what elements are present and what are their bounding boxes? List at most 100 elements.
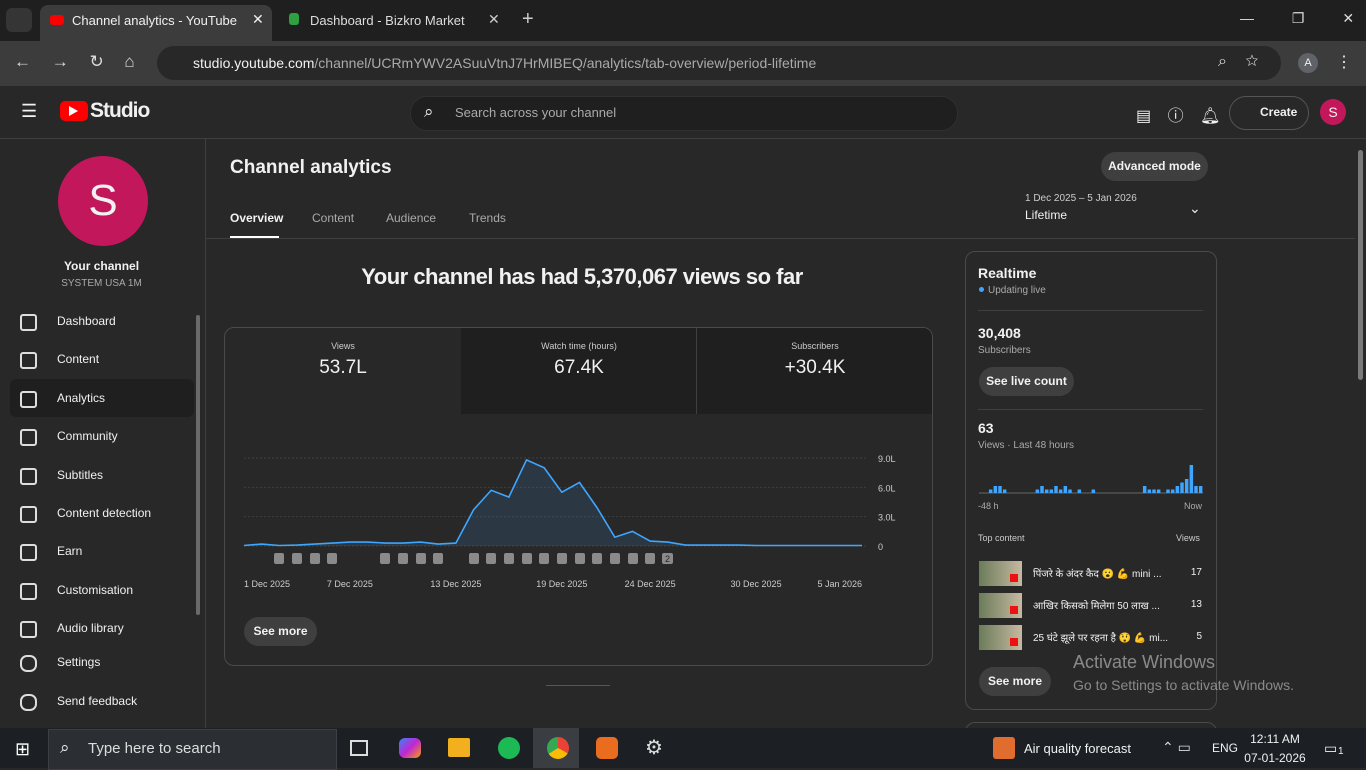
notification-icon[interactable]: ▭ xyxy=(1324,740,1338,756)
tray[interactable]: ⌃ ▭ xyxy=(1162,739,1191,755)
channel-name: Your channel xyxy=(63,259,140,273)
taskbar-search-text: Type here to search xyxy=(88,740,221,757)
realtime-card xyxy=(965,251,1217,710)
app[interactable] xyxy=(448,738,470,757)
nav-item[interactable]: Subtitles xyxy=(57,468,104,482)
subscribers-label: Subscribers xyxy=(978,345,1031,356)
divider xyxy=(978,310,1203,311)
create-label: Create xyxy=(1260,105,1298,119)
app[interactable] xyxy=(399,738,421,758)
window-controls[interactable]: — ❐ ✕ xyxy=(1240,10,1355,26)
chart-card xyxy=(224,327,933,666)
address-bar[interactable] xyxy=(157,46,1281,80)
profile[interactable]: A xyxy=(1298,53,1318,73)
clock-date[interactable]: 07-01-2026 xyxy=(1244,751,1306,765)
app[interactable] xyxy=(547,737,569,759)
metric-value[interactable]: 53.7L xyxy=(319,357,367,378)
top-title[interactable]: 25 घंटे झूले पर रहना है 😲 💪 mi... xyxy=(1033,633,1169,644)
app[interactable] xyxy=(498,737,520,759)
taskbar-apps[interactable]: ⚙ xyxy=(350,728,680,768)
clock-time[interactable]: 12:11 AM xyxy=(1250,732,1300,746)
new-tab[interactable]: + xyxy=(522,8,534,30)
top-views: 17 xyxy=(1190,567,1202,578)
nav-item[interactable]: Earn xyxy=(57,544,83,558)
hamburger[interactable]: ☰ xyxy=(21,101,38,121)
language[interactable]: ENG xyxy=(1212,741,1239,755)
nav-item[interactable]: Content detection xyxy=(57,506,152,520)
start-button[interactable]: ⊞ xyxy=(15,739,31,759)
chart-see-more[interactable]: See more xyxy=(244,617,317,646)
address-actions[interactable]: ⌕ ☆ xyxy=(1218,53,1259,70)
app[interactable] xyxy=(596,737,618,759)
weather[interactable]: Air quality forecast xyxy=(1024,741,1131,756)
analytics-tab[interactable]: Content xyxy=(312,211,355,225)
sidebar xyxy=(0,139,206,728)
nav-item[interactable]: Dashboard xyxy=(57,314,116,328)
nav-icon xyxy=(20,429,37,446)
footer-item[interactable]: Settings xyxy=(57,655,101,669)
analytics-tab[interactable]: Overview xyxy=(230,211,284,225)
sidebar-scrollbar xyxy=(196,315,200,615)
top-title[interactable]: आखिर किसको मिलेगा 50 लाख ... xyxy=(1033,601,1160,612)
tab-close[interactable]: ✕ xyxy=(252,11,264,27)
metric-label: Subscribers xyxy=(791,341,839,351)
realtime-see-more[interactable]: See more xyxy=(979,667,1051,696)
search-icon: ⌕ xyxy=(424,102,434,121)
tab-menu[interactable] xyxy=(6,8,32,32)
footer-item[interactable]: Send feedback xyxy=(57,694,138,708)
logo-text[interactable]: Studio xyxy=(90,99,150,122)
period-range: 1 Dec 2025 – 5 Jan 2026 xyxy=(1025,193,1137,204)
channel-avatar[interactable]: S xyxy=(58,156,148,246)
nav-icon xyxy=(20,694,37,711)
header-icons[interactable]: ▤ ⓘ 🔔︎ xyxy=(1136,108,1221,125)
thumb-badge xyxy=(1010,606,1018,614)
divider xyxy=(978,409,1203,410)
page-scrollbar xyxy=(1358,150,1363,380)
nav-icon xyxy=(20,314,37,331)
top-views: 5 xyxy=(1196,631,1202,642)
tab-divider xyxy=(206,238,1355,239)
top-title[interactable]: पिंजरे के अंदर कैद 😮 💪 mini ... xyxy=(1033,569,1162,580)
metric-value[interactable]: +30.4K xyxy=(784,357,846,378)
tab-title: Channel analytics - YouTube St xyxy=(72,13,240,28)
analytics-tab[interactable]: Trends xyxy=(469,211,506,225)
metric-label: Views xyxy=(331,341,355,351)
period[interactable]: Lifetime xyxy=(1025,208,1068,222)
app[interactable] xyxy=(350,740,368,756)
search-placeholder: Search across your channel xyxy=(455,105,617,120)
tab-close[interactable]: ✕ xyxy=(488,11,500,27)
nav-item[interactable]: Community xyxy=(57,429,118,443)
nav-item[interactable]: Content xyxy=(57,352,100,366)
tab-title[interactable]: Dashboard - Bizkro Market xyxy=(310,13,465,28)
analytics-tab[interactable]: Audience xyxy=(386,211,437,225)
app[interactable]: ⚙ xyxy=(645,737,663,759)
create-button[interactable] xyxy=(1229,96,1309,130)
mini-end: Now xyxy=(1184,501,1203,511)
nav-icon xyxy=(20,544,37,561)
advanced-mode[interactable]: Advanced mode xyxy=(1101,152,1208,181)
nav-icon xyxy=(20,621,37,638)
nav-buttons[interactable]: ← → ↻ ⌂ xyxy=(14,52,135,71)
avatar[interactable]: S xyxy=(1320,99,1346,125)
menu[interactable]: ⋮ xyxy=(1336,54,1352,71)
period-chevron[interactable]: ⌄ xyxy=(1189,200,1201,216)
nav-item[interactable]: Customisation xyxy=(57,583,134,597)
nav-item[interactable]: Audio library xyxy=(57,621,124,635)
metric-value[interactable]: 67.4K xyxy=(554,357,604,378)
live-count-button[interactable]: See live count xyxy=(979,367,1074,396)
realtime-views: 63 xyxy=(978,420,994,436)
nav-item[interactable]: Analytics xyxy=(57,391,106,405)
active-tab[interactable] xyxy=(40,5,272,41)
nav-icon xyxy=(20,655,37,672)
channel-handle: SYSTEM USA 1M xyxy=(61,278,142,289)
nav-icon xyxy=(20,468,37,485)
search-glyph: ⌕ xyxy=(60,738,70,757)
taskbar-search[interactable] xyxy=(48,729,337,770)
divider xyxy=(546,685,610,686)
search-box[interactable] xyxy=(410,96,958,131)
thumb-badge xyxy=(1010,638,1018,646)
top-content-views: Views xyxy=(1176,533,1200,543)
nav-icon xyxy=(20,506,37,523)
nav-icon xyxy=(20,583,37,600)
